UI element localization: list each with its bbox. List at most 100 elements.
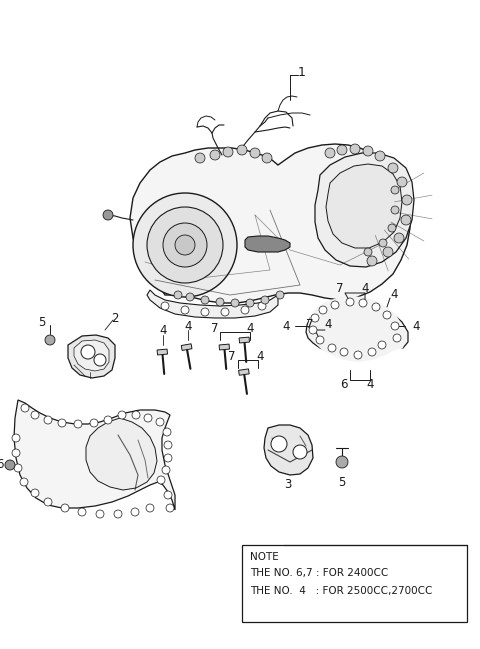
Circle shape [31,411,39,419]
Circle shape [20,478,28,486]
Circle shape [104,416,112,424]
Circle shape [216,298,224,306]
Circle shape [261,296,269,304]
Polygon shape [68,335,115,378]
Circle shape [174,291,182,299]
Circle shape [175,235,195,255]
Circle shape [61,504,69,512]
Polygon shape [14,400,175,510]
Circle shape [337,145,347,155]
Text: 4: 4 [390,288,398,300]
Circle shape [350,144,360,154]
Text: 7: 7 [336,282,344,295]
Text: 4: 4 [159,323,167,336]
Circle shape [144,414,152,422]
Circle shape [44,416,52,424]
Circle shape [379,239,387,247]
Circle shape [401,215,411,225]
Circle shape [367,256,377,266]
Circle shape [164,491,172,499]
Polygon shape [157,349,168,355]
Circle shape [250,148,260,158]
Circle shape [394,233,404,243]
Circle shape [391,186,399,194]
Circle shape [201,296,209,304]
Circle shape [309,326,317,334]
Circle shape [163,428,171,436]
Circle shape [44,498,52,506]
Text: 4: 4 [246,321,254,334]
Text: 4: 4 [324,319,332,332]
Text: 6: 6 [0,458,4,472]
Text: 4: 4 [361,282,369,295]
Circle shape [372,303,380,311]
Polygon shape [86,418,157,490]
Circle shape [231,299,239,307]
Polygon shape [326,164,402,248]
Circle shape [378,341,386,349]
Circle shape [181,306,189,314]
Circle shape [223,147,233,157]
Circle shape [293,445,307,459]
Text: 5: 5 [338,476,346,489]
Circle shape [94,354,106,366]
Circle shape [397,177,407,187]
Text: NOTE: NOTE [251,552,279,562]
Circle shape [359,299,367,307]
Text: 7: 7 [306,319,314,332]
Polygon shape [264,425,313,475]
Text: 1: 1 [298,66,306,79]
Circle shape [162,466,170,474]
Polygon shape [219,344,229,350]
Circle shape [364,248,372,256]
Text: 3: 3 [284,478,292,491]
Circle shape [166,504,174,512]
Circle shape [393,334,401,342]
Circle shape [45,335,55,345]
Polygon shape [315,153,414,267]
Circle shape [276,291,284,299]
Circle shape [78,508,86,516]
Text: 6: 6 [340,378,348,391]
Circle shape [201,308,209,316]
Circle shape [156,418,164,426]
Circle shape [325,148,335,158]
Circle shape [161,302,169,310]
Text: 5: 5 [38,315,46,328]
Circle shape [319,306,327,314]
Polygon shape [245,236,290,252]
Circle shape [271,436,287,452]
Text: 7: 7 [228,350,236,363]
Circle shape [164,454,172,462]
Circle shape [391,206,399,214]
Circle shape [346,298,354,306]
Circle shape [195,153,205,163]
Text: 2: 2 [111,312,119,324]
Circle shape [316,336,324,344]
Circle shape [375,151,385,161]
Text: 4: 4 [283,319,290,332]
Circle shape [14,464,22,472]
Circle shape [262,153,272,163]
Circle shape [146,504,154,512]
Circle shape [133,193,237,297]
Circle shape [131,508,139,516]
Circle shape [328,344,336,352]
Text: 4: 4 [412,319,420,332]
Text: 4: 4 [366,378,374,391]
Circle shape [186,293,194,301]
Circle shape [96,510,104,518]
Circle shape [311,314,319,322]
Circle shape [246,299,254,307]
Polygon shape [147,290,278,318]
Circle shape [391,322,399,330]
Circle shape [21,404,29,412]
Circle shape [258,302,266,310]
Circle shape [383,311,391,319]
Text: 4: 4 [256,350,264,363]
Circle shape [340,348,348,356]
Circle shape [31,489,39,497]
Circle shape [103,210,113,220]
Text: THE NO.  4   : FOR 2500CC,2700CC: THE NO. 4 : FOR 2500CC,2700CC [251,586,433,596]
Circle shape [164,441,172,449]
